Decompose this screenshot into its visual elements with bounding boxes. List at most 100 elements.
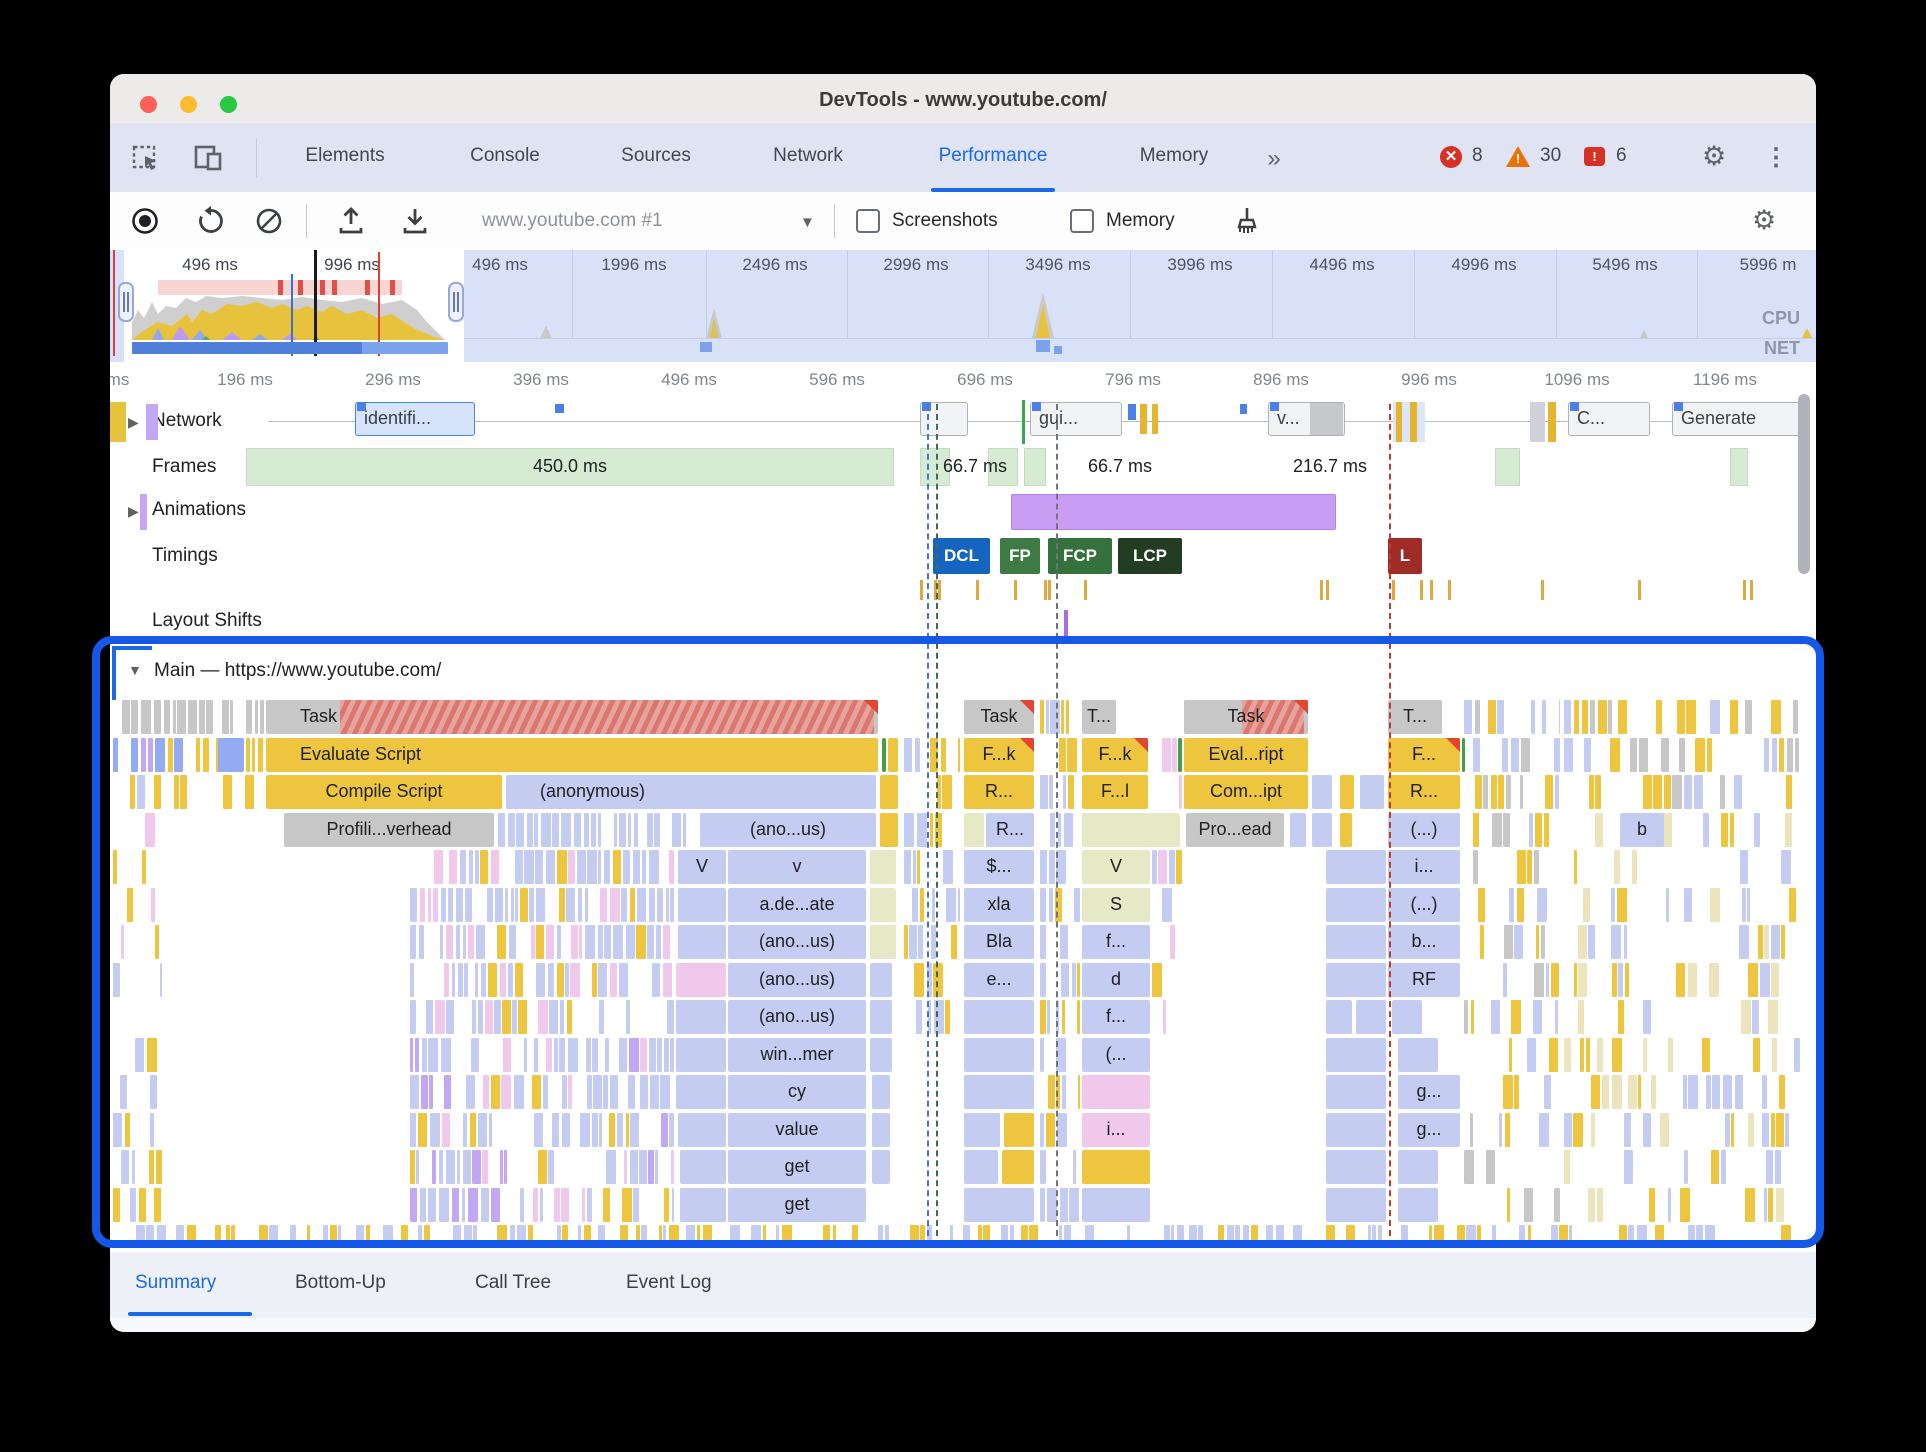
flame-bar[interactable]: Task [1184, 700, 1308, 734]
flame-bar[interactable]: F... [1388, 738, 1460, 772]
flame-bar[interactable]: d [1082, 963, 1150, 997]
flame-bar[interactable] [1312, 813, 1332, 847]
reload-record-button[interactable] [196, 206, 226, 236]
timeline-ruler[interactable]: ms 196 ms 296 ms 396 ms 496 ms 596 ms 696 ms 79… [110, 362, 1816, 401]
flame-bar[interactable] [1178, 738, 1182, 772]
flame-bar[interactable]: xla [964, 888, 1034, 922]
flame-bar[interactable] [880, 813, 898, 847]
frame-cell[interactable] [988, 448, 1018, 486]
frame-cell[interactable] [1024, 448, 1046, 486]
network-request-chip[interactable]: C... [1568, 402, 1650, 436]
flame-bar[interactable] [678, 1113, 726, 1147]
frame-cell[interactable] [1730, 448, 1748, 486]
flame-bar[interactable] [218, 738, 244, 772]
flame-bar[interactable] [1082, 1150, 1150, 1184]
tab-performance[interactable]: Performance [938, 145, 1048, 166]
flame-bar[interactable]: f... [1082, 925, 1150, 959]
flame-bar[interactable]: Profili...verhead [284, 813, 494, 847]
memory-checkbox[interactable] [1070, 209, 1094, 233]
flame-bar[interactable] [1360, 775, 1384, 809]
flame-bar[interactable]: T... [1082, 700, 1116, 734]
flame-bar[interactable]: value [728, 1113, 866, 1147]
flame-bar[interactable]: R... [1388, 775, 1460, 809]
flame-bar[interactable]: (...) [1388, 888, 1460, 922]
flame-bar[interactable] [1398, 1188, 1438, 1222]
close-window-button[interactable] [140, 96, 157, 113]
flame-bar[interactable]: $... [964, 850, 1034, 884]
flame-bar[interactable] [1326, 1113, 1386, 1147]
flame-bar[interactable]: get [728, 1188, 866, 1222]
maximize-window-button[interactable] [220, 96, 237, 113]
network-bar[interactable] [1240, 404, 1247, 414]
inspect-icon[interactable] [132, 145, 160, 173]
garbage-collect-icon[interactable] [1232, 206, 1262, 236]
save-profile-icon[interactable] [400, 206, 430, 236]
warning-count[interactable]: 30 [1540, 145, 1562, 166]
animation-bar[interactable] [1011, 494, 1336, 530]
flame-bar[interactable]: Pro...ead [1186, 813, 1284, 847]
flame-bar[interactable] [964, 1038, 1034, 1072]
flame-bar[interactable] [964, 1150, 998, 1184]
flame-bar[interactable]: i... [1082, 1113, 1150, 1147]
flame-bar[interactable] [872, 1075, 890, 1109]
flame-bar[interactable]: e... [964, 963, 1034, 997]
flame-bar[interactable]: (ano...us) [728, 963, 866, 997]
flame-bar[interactable]: V [1082, 850, 1150, 884]
network-bar[interactable] [110, 402, 126, 442]
flame-bar[interactable] [870, 1038, 892, 1072]
flame-bar[interactable]: (ano...us) [728, 1000, 866, 1034]
frame-cell[interactable] [920, 448, 950, 486]
kebab-menu-icon[interactable]: ⋮ [1764, 144, 1788, 171]
issue-count[interactable]: 6 [1616, 145, 1627, 166]
flame-bar[interactable] [680, 1150, 726, 1184]
flame-bar[interactable] [1290, 813, 1306, 847]
flame-bar[interactable] [676, 1075, 726, 1109]
flame-bar[interactable]: f... [1082, 1000, 1150, 1034]
flame-bar[interactable] [1082, 1075, 1150, 1109]
collapse-main-icon[interactable]: ▼ [128, 662, 142, 678]
flame-bar[interactable] [1004, 1113, 1034, 1147]
network-bar[interactable] [1152, 404, 1158, 434]
flame-bar[interactable] [1326, 1038, 1386, 1072]
flame-bar[interactable]: (anonymous) [506, 775, 876, 809]
timing-marker-lcp[interactable]: LCP [1118, 538, 1182, 574]
flame-bar[interactable]: win...mer [728, 1038, 866, 1072]
chevron-down-icon[interactable]: ▼ [800, 214, 815, 231]
expand-animations-icon[interactable]: ▶ [128, 503, 139, 519]
tab-elements[interactable]: Elements [305, 145, 385, 166]
flame-bar[interactable] [872, 1113, 890, 1147]
flame-bar[interactable] [1326, 925, 1386, 959]
more-tabs-icon[interactable]: » [1267, 145, 1281, 172]
flame-bar[interactable]: F...k [1082, 738, 1148, 772]
settings-gear-icon[interactable]: ⚙ [1702, 141, 1727, 171]
flame-bar[interactable] [1326, 1188, 1386, 1222]
timeline-overview[interactable]: 496 ms 996 ms 496 ms 1996 ms 2496 ms 2996 ms 3… [110, 250, 1816, 362]
issues-icon[interactable]: ! [1584, 147, 1605, 166]
tab-network[interactable]: Network [773, 145, 843, 166]
flame-bar[interactable]: cy [728, 1075, 866, 1109]
flame-bar[interactable] [1082, 1188, 1150, 1222]
flame-bar[interactable] [1326, 850, 1386, 884]
flame-bar[interactable] [964, 1113, 1000, 1147]
flame-bar[interactable] [964, 813, 984, 847]
load-profile-icon[interactable] [336, 206, 366, 236]
flame-bar[interactable] [1356, 1000, 1386, 1034]
flame-bar[interactable] [964, 1075, 1034, 1109]
flame-bar[interactable]: i... [1388, 850, 1460, 884]
flame-bar[interactable] [870, 1000, 892, 1034]
flame-bar[interactable]: a.de...ate [728, 888, 866, 922]
flame-bar[interactable]: g... [1398, 1075, 1460, 1109]
timing-marker-fcp[interactable]: FCP [1048, 538, 1112, 574]
flame-bar[interactable]: (...) [1388, 813, 1460, 847]
selection-handle-right[interactable] [448, 282, 464, 322]
timing-marker-l[interactable]: L [1388, 538, 1422, 574]
flame-bar[interactable]: Evaluate Script [266, 738, 878, 772]
main-thread-header[interactable]: ▼ Main — https://www.youtube.com/ [110, 646, 1816, 700]
vertical-scrollbar[interactable] [1798, 394, 1810, 574]
flame-bar[interactable] [1398, 1038, 1438, 1072]
flame-bar[interactable] [964, 1000, 1034, 1034]
flame-bar[interactable]: T... [1388, 700, 1442, 734]
record-button[interactable] [130, 206, 160, 236]
timing-marker-fp[interactable]: FP [1000, 538, 1040, 574]
flame-bar[interactable] [678, 925, 726, 959]
